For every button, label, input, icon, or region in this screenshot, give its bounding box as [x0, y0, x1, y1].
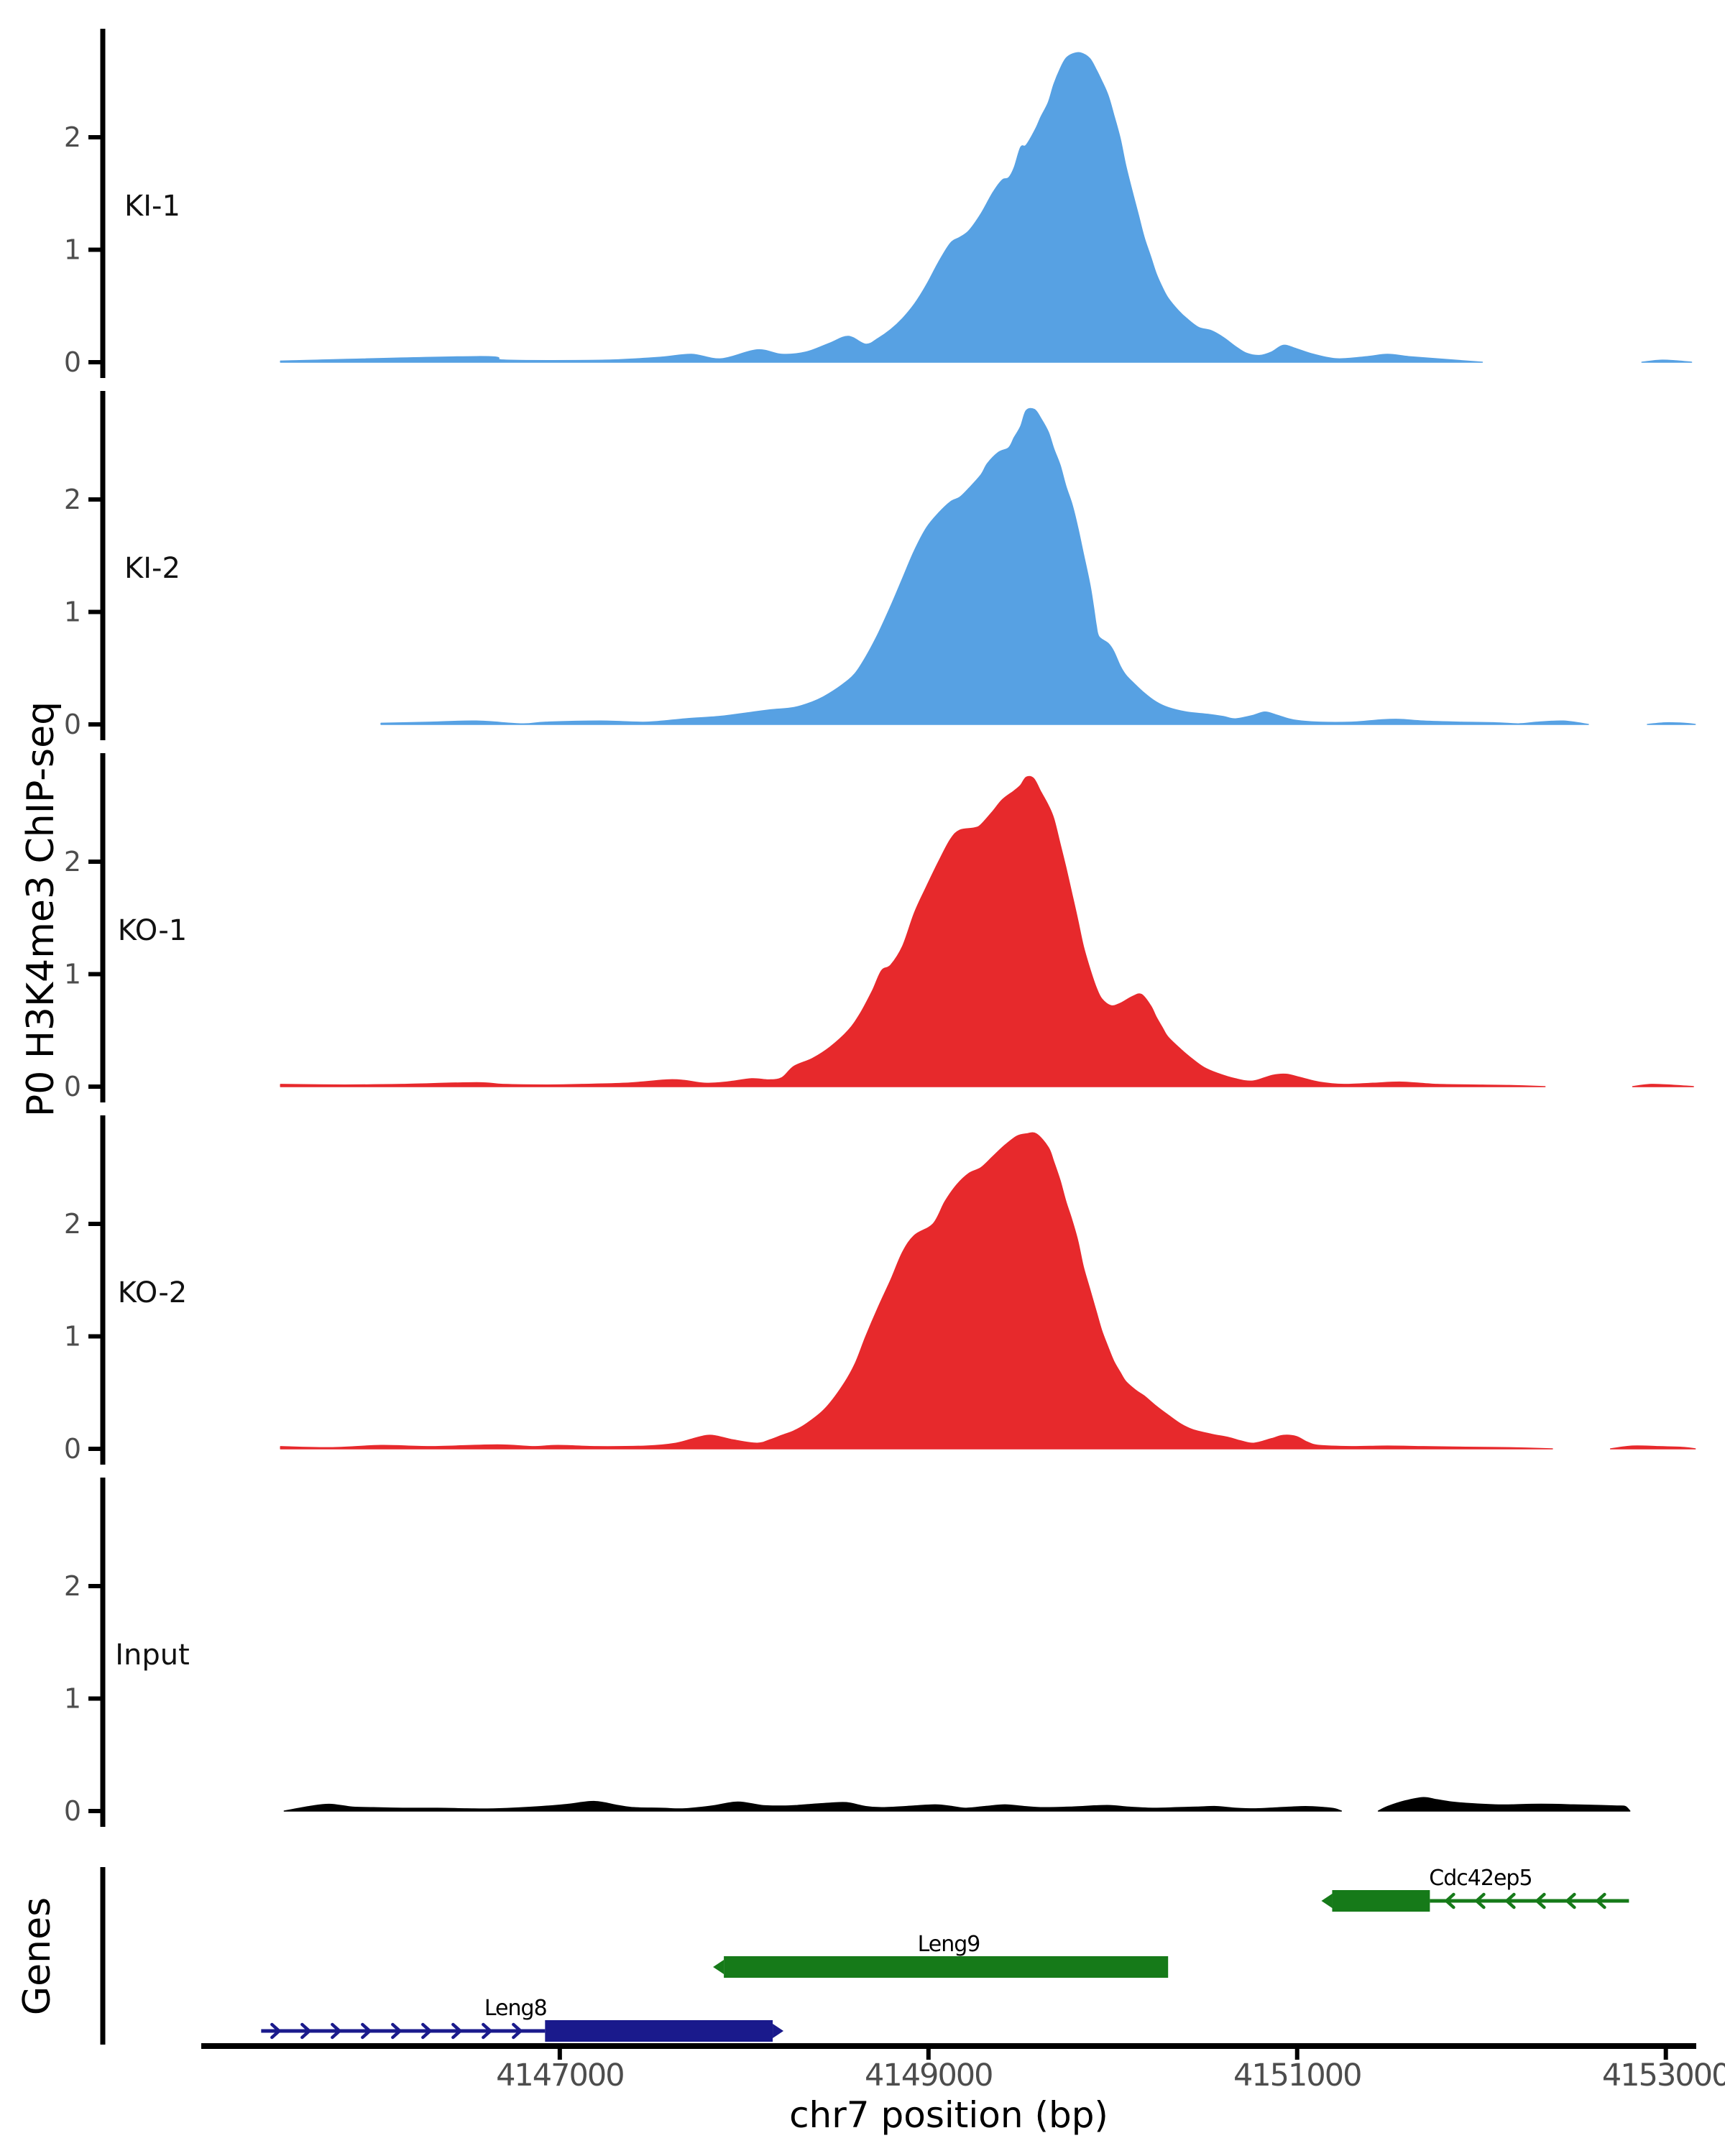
x-tick-label: 4149000 — [865, 2058, 993, 2093]
coverage-area — [1377, 1797, 1631, 1812]
coverage-area — [280, 1132, 1553, 1450]
strand-chevron-icon — [391, 2022, 402, 2040]
x-tick-label: 4153000 — [1602, 2058, 1725, 2093]
coverage-area — [1632, 1084, 1694, 1087]
strand-chevron-icon — [1475, 1892, 1486, 1909]
coverage-area — [1647, 722, 1696, 725]
gene-Leng8: Leng8 — [261, 1996, 784, 2042]
x-axis: 4147000 4149000 4151000 4153000 — [201, 2043, 1725, 2093]
y-tick-label: 1 — [64, 234, 81, 266]
track-KI-1: 0 1 2 KI-1 — [64, 29, 1693, 378]
track-KO-2: 0 1 2 KO-2 — [64, 1115, 1696, 1465]
track-label: KO-2 — [118, 1276, 188, 1309]
track-label: KI-2 — [124, 552, 180, 585]
coverage-area — [280, 775, 1546, 1087]
track-label: KI-1 — [124, 190, 180, 223]
y-tick-label: 1 — [64, 1683, 81, 1715]
gene-exon-box — [545, 2020, 773, 2042]
x-tick-label: 4151000 — [1233, 2058, 1361, 2093]
gene-label: Cdc42ep5 — [1429, 1866, 1532, 1891]
strand-chevron-icon — [300, 2022, 311, 2040]
y-tick-label: 0 — [64, 1071, 81, 1102]
y-tick-label: 2 — [64, 484, 81, 515]
strand-chevron-icon — [331, 2022, 341, 2040]
strand-chevron-icon — [482, 2022, 492, 2040]
gene-exon-box — [1332, 1890, 1430, 1912]
y-tick-label: 0 — [64, 346, 81, 378]
y-tick-label: 2 — [64, 121, 81, 153]
strand-chevron-icon — [512, 2022, 523, 2040]
track-KI-2: 0 1 2 KI-2 — [64, 391, 1696, 740]
coverage-area — [283, 1800, 1343, 1812]
track-label: Input — [115, 1639, 190, 1672]
gene-label: Leng9 — [918, 1932, 980, 1957]
coverage-area — [1609, 1445, 1696, 1450]
gene-exon-box — [724, 1956, 1169, 1978]
x-axis-label: chr7 position (bp) — [789, 2094, 1108, 2136]
coverage-area — [380, 407, 1589, 725]
strand-chevron-icon — [1505, 1892, 1516, 1909]
gene-Leng9: Leng9 — [713, 1932, 1169, 1978]
y-tick-label: 2 — [64, 1208, 81, 1240]
y-tick-label: 1 — [64, 596, 81, 628]
gene-Cdc42ep5: Cdc42ep5 — [1321, 1866, 1629, 1912]
track-label: KO-1 — [118, 914, 188, 947]
strand-chevron-icon — [1445, 1892, 1455, 1909]
y-tick-label: 2 — [64, 846, 81, 877]
y-tick-label: 0 — [64, 1433, 81, 1465]
y-tick-label: 1 — [64, 959, 81, 990]
y-tick-label: 0 — [64, 709, 81, 740]
genes-axis-label: Genes — [16, 1897, 59, 2016]
strand-arrow-icon — [773, 2024, 784, 2038]
track-Input: 0 1 2 Input — [64, 1478, 1631, 1827]
strand-chevron-icon — [1565, 1892, 1576, 1909]
strand-chevron-icon — [270, 2022, 281, 2040]
y-tick-label: 1 — [64, 1321, 81, 1353]
y-tick-label: 2 — [64, 1570, 81, 1602]
strand-chevron-icon — [1596, 1892, 1606, 1909]
strand-chevron-icon — [361, 2022, 372, 2040]
strand-arrow-icon — [1321, 1894, 1333, 1908]
coverage-area — [1641, 359, 1693, 363]
y-tick-label: 0 — [64, 1795, 81, 1827]
coverage-area — [280, 52, 1484, 363]
track-KO-1: 0 1 2 KO-1 — [64, 753, 1694, 1102]
strand-arrow-icon — [713, 1960, 724, 1974]
y-axis-label: P0 H3K4me3 ChIP-seq — [19, 701, 63, 1118]
strand-chevron-icon — [1535, 1892, 1546, 1909]
strand-chevron-icon — [421, 2022, 432, 2040]
strand-chevron-icon — [451, 2022, 462, 2040]
gene-label: Leng8 — [484, 1996, 547, 2021]
genes-panel: Cdc42ep5 Leng9 Leng8 — [100, 1866, 1629, 2045]
x-tick-label: 4147000 — [496, 2058, 624, 2093]
